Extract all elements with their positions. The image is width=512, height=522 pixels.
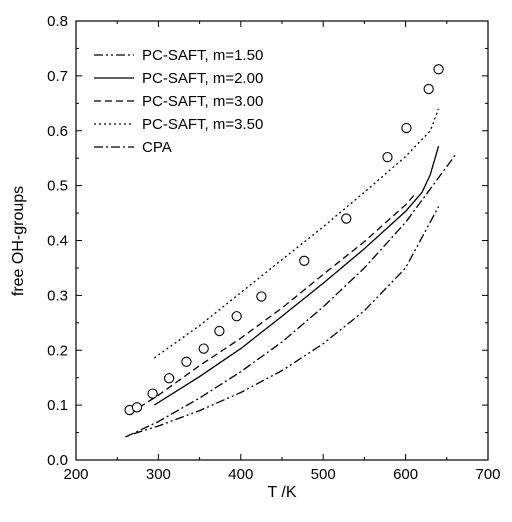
data-point-marker bbox=[147, 388, 158, 399]
data-point-marker bbox=[198, 343, 209, 354]
data-point-marker bbox=[163, 373, 175, 384]
y-tick-label: 0.5 bbox=[47, 178, 68, 195]
legend: PC-SAFT, m=1.50 PC-SAFT, m=2.00 PC-SAFT, m… bbox=[94, 47, 263, 156]
data-point-marker bbox=[382, 151, 393, 163]
series-line-2 bbox=[153, 145, 440, 406]
data-point-marker bbox=[433, 64, 444, 75]
y-tick-label: 0.1 bbox=[47, 397, 68, 414]
data-point-marker bbox=[256, 291, 267, 302]
y-axis-title: free OH-groups bbox=[10, 186, 27, 296]
data-point-marker bbox=[131, 402, 143, 413]
x-tick-label: 700 bbox=[475, 466, 500, 483]
legend-label: PC-SAFT, m=2.00 bbox=[142, 70, 263, 87]
x-tick-label: 300 bbox=[146, 466, 171, 483]
legend-label: PC-SAFT, m=3.00 bbox=[142, 93, 263, 110]
y-tick-label: 0.4 bbox=[47, 233, 68, 250]
legend-label: PC-SAFT, m=1.50 bbox=[142, 47, 263, 64]
data-points-layer bbox=[124, 64, 444, 416]
legend-label: PC-SAFT, m=3.50 bbox=[142, 116, 263, 133]
y-tick-label: 0.3 bbox=[47, 287, 68, 304]
series-line-4 bbox=[153, 108, 440, 359]
data-point-marker bbox=[299, 255, 310, 266]
x-tick-label: 600 bbox=[393, 466, 418, 483]
axis-ticks-layer: 200 300 400 500 600 700 0.0 0.1 0.2 0.3 0.4 0.5 0.6 0… bbox=[47, 13, 500, 483]
data-point-marker bbox=[181, 356, 192, 367]
y-tick-label: 0.6 bbox=[47, 123, 68, 140]
data-point-marker bbox=[423, 83, 434, 95]
data-point-marker bbox=[214, 325, 225, 337]
x-tick-label: 200 bbox=[63, 466, 88, 483]
data-point-marker bbox=[341, 213, 352, 224]
data-point-marker bbox=[231, 311, 242, 322]
series-line-1 bbox=[133, 206, 440, 435]
x-tick-label: 500 bbox=[311, 466, 336, 483]
legend-label: CPA bbox=[142, 139, 172, 156]
y-tick-label: 0.7 bbox=[47, 68, 68, 85]
y-tick-label: 0.2 bbox=[47, 342, 68, 359]
y-tick-label: 0.0 bbox=[47, 452, 68, 469]
y-tick-label: 0.8 bbox=[47, 13, 68, 30]
series-line-3 bbox=[129, 195, 415, 414]
x-axis-title: T /K bbox=[267, 484, 296, 501]
series-line-5 bbox=[125, 155, 456, 438]
data-lines-layer bbox=[125, 108, 456, 438]
x-tick-label: 400 bbox=[228, 466, 253, 483]
data-point-marker bbox=[401, 122, 412, 134]
